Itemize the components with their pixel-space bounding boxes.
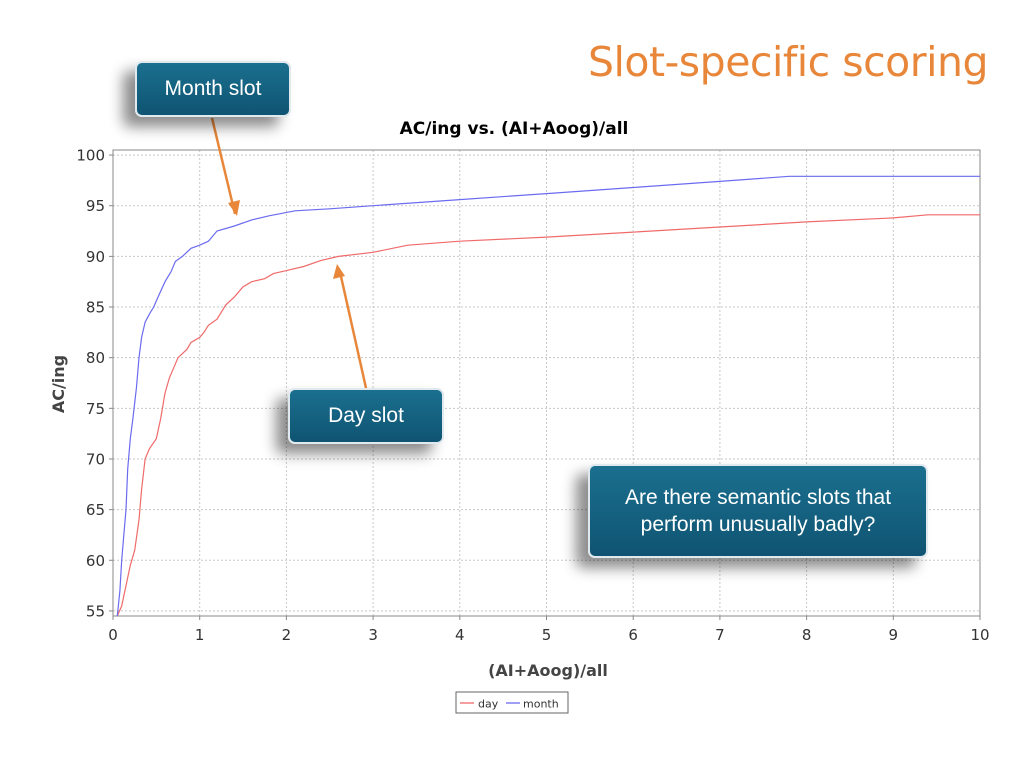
month-slot-callout: Month slot: [135, 61, 291, 117]
chart-title: AC/ing vs. (AI+Aoog)/all: [400, 119, 629, 139]
y-tick-label: 75: [86, 400, 105, 418]
x-tick-label: 5: [542, 626, 552, 644]
callout-arrows: [210, 117, 368, 389]
legend-label-month: month: [523, 698, 559, 711]
x-tick-label: 8: [802, 626, 812, 644]
y-tick-label: 95: [86, 197, 105, 215]
chart-legend: day month: [455, 691, 569, 714]
day-arrow: [338, 271, 368, 389]
x-axis-label: (AI+Aoog)/all: [488, 661, 608, 680]
question-callout: Are there semantic slots that perform un…: [588, 464, 928, 558]
day-arrow-head: [333, 264, 345, 279]
y-tick-label: 60: [86, 552, 105, 570]
series-line-day: [116, 214, 980, 617]
series-line-month: [116, 175, 980, 617]
legend-label-day: day: [478, 698, 499, 711]
month-arrow-head: [228, 200, 240, 216]
x-tick-label: 7: [715, 626, 725, 644]
y-tick-label: 90: [86, 248, 105, 266]
x-tick-label: 9: [889, 626, 899, 644]
y-tick-label: 55: [86, 602, 105, 620]
chart-series: [116, 175, 980, 617]
month-arrow: [210, 117, 237, 215]
y-axis-label: AC/ing: [49, 355, 68, 413]
y-tick-label: 85: [86, 299, 105, 317]
x-tick-label: 4: [455, 626, 465, 644]
chart-ticks: 0 1 2 3 4 5 6 7 8 9 10 55 60 65 70 75 80 85 90 95 100: [76, 147, 989, 644]
day-slot-callout: Day slot: [288, 388, 444, 444]
y-tick-label: 100: [76, 147, 105, 165]
x-tick-label: 1: [195, 626, 205, 644]
slide-title: Slot-specific scoring: [587, 38, 989, 86]
x-tick-label: 3: [368, 626, 378, 644]
y-tick-label: 80: [86, 349, 105, 367]
x-tick-label: 2: [282, 626, 292, 644]
x-tick-label: 0: [108, 626, 118, 644]
y-tick-label: 65: [86, 501, 105, 519]
x-tick-label: 10: [970, 626, 989, 644]
x-tick-label: 6: [628, 626, 638, 644]
y-tick-label: 70: [86, 450, 105, 468]
